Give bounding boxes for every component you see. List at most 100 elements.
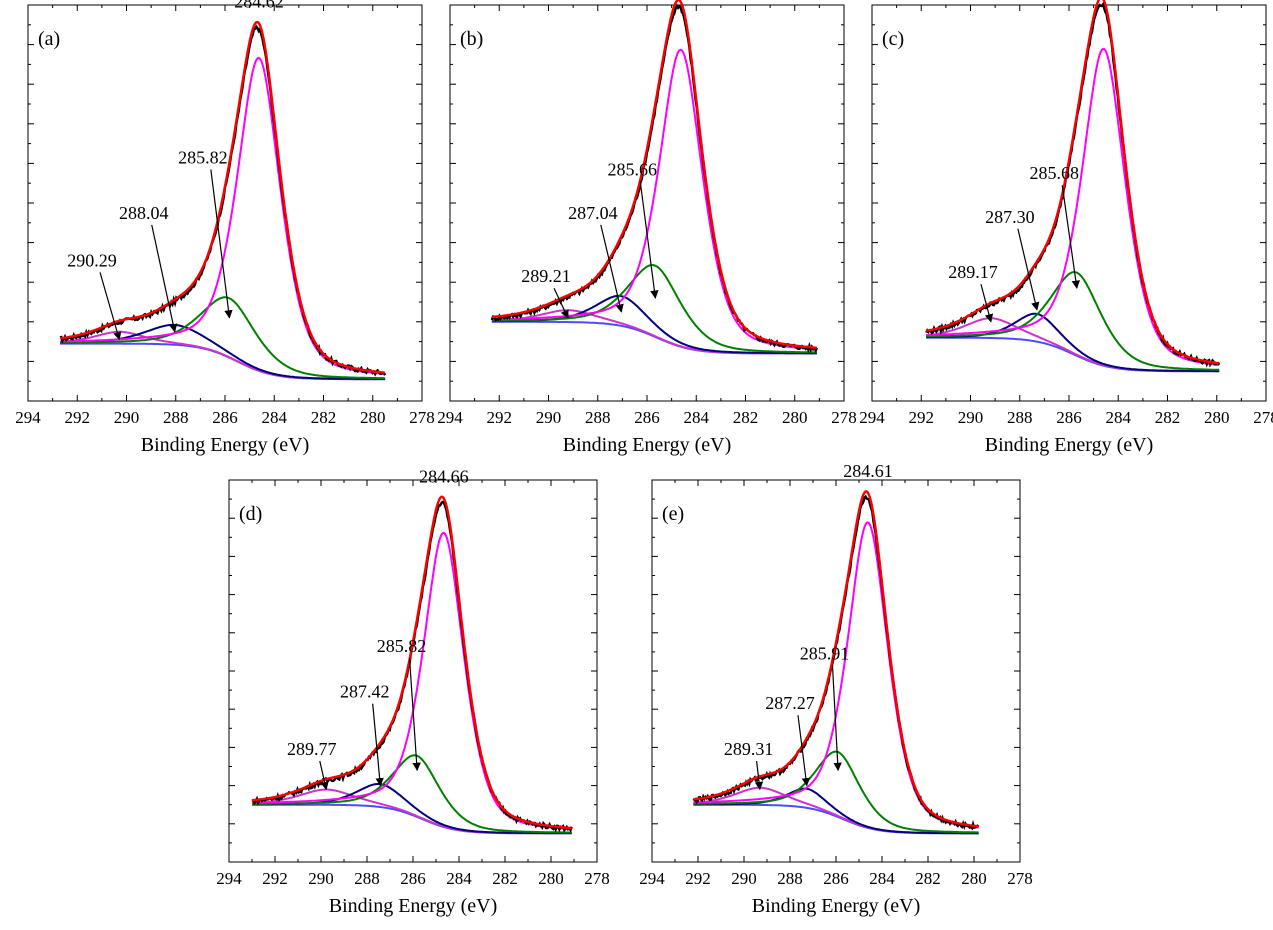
peak-label: 285.68 bbox=[1029, 163, 1079, 183]
x-tick-label: 278 bbox=[1007, 869, 1033, 888]
annotation-arrow bbox=[1061, 185, 1080, 289]
x-tick-label: 278 bbox=[584, 869, 610, 888]
peak-label: 285.82 bbox=[377, 636, 427, 656]
x-tick-label: 294 bbox=[437, 408, 463, 427]
x-tick-label: 292 bbox=[487, 408, 513, 427]
x-tick-label: 282 bbox=[311, 408, 337, 427]
peak-label: 287.04 bbox=[568, 203, 618, 223]
panel-label: (e) bbox=[662, 503, 684, 525]
annotation-arrow bbox=[151, 224, 178, 333]
background-curve bbox=[252, 803, 572, 835]
peak-label: 289.31 bbox=[724, 739, 774, 759]
experimental-curve bbox=[925, 1, 1221, 368]
x-axis: 294 292 290 288 286 284 282 280 278 bbox=[15, 5, 435, 427]
x-axis: 294 292 290 288 286 284 282 280 278 bbox=[216, 480, 610, 888]
peak-label: 285.66 bbox=[607, 159, 657, 179]
peak-label: 287.30 bbox=[985, 207, 1035, 227]
peak-label: 287.27 bbox=[765, 693, 815, 713]
x-tick-label: 282 bbox=[733, 408, 759, 427]
x-tick-label: 288 bbox=[777, 869, 803, 888]
x-tick-label: 292 bbox=[262, 869, 288, 888]
peak-label: 289.77 bbox=[287, 739, 337, 759]
x-axis-label: Binding Energy (eV) bbox=[329, 895, 498, 917]
x-axis: 294 292 290 288 286 284 282 280 278 bbox=[437, 5, 857, 427]
x-tick-label: 282 bbox=[1155, 408, 1181, 427]
panel-label: (a) bbox=[38, 28, 60, 50]
x-tick-label: 280 bbox=[782, 408, 808, 427]
envelope-curve bbox=[491, 0, 817, 349]
x-tick-label: 282 bbox=[492, 869, 518, 888]
background-curve bbox=[491, 320, 817, 355]
peak-label: 285.82 bbox=[178, 147, 228, 167]
x-tick-label: 286 bbox=[1056, 408, 1082, 427]
panel-a: 294 292 290 288 286 284 282 280 278 Binding Energ… bbox=[15, 0, 435, 456]
x-axis-label: Binding Energy (eV) bbox=[563, 434, 732, 456]
x-tick-label: 280 bbox=[538, 869, 564, 888]
component-curve-285.82 bbox=[252, 754, 572, 834]
x-tick-label: 280 bbox=[961, 869, 987, 888]
annotation-arrow bbox=[99, 272, 122, 341]
x-tick-label: 284 bbox=[1106, 408, 1132, 427]
component-curve-285.91 bbox=[693, 750, 979, 834]
annotation-arrow bbox=[372, 703, 384, 787]
x-tick-label: 278 bbox=[409, 408, 435, 427]
panel-b: 294 292 290 288 286 284 282 280 278 Binding Energ… bbox=[437, 0, 857, 456]
panel-d: 294 292 290 288 286 284 282 280 278 Binding Energ… bbox=[216, 466, 610, 917]
x-axis-label: Binding Energy (eV) bbox=[752, 895, 921, 917]
envelope-curve bbox=[693, 490, 979, 828]
annotation-arrow bbox=[210, 169, 233, 319]
peak-label-main: 284.62 bbox=[234, 0, 284, 11]
annotation-arrow bbox=[1017, 228, 1040, 311]
annotation-arrow bbox=[319, 760, 329, 791]
x-tick-label: 294 bbox=[15, 408, 41, 427]
component-curve-284.66 bbox=[252, 531, 572, 831]
x-tick-label: 280 bbox=[1204, 408, 1230, 427]
x-tick-label: 288 bbox=[585, 408, 611, 427]
component-curve-285.68 bbox=[926, 271, 1220, 371]
annotation-arrow bbox=[553, 287, 569, 319]
component-curve-287.04 bbox=[491, 294, 817, 355]
x-tick-label: 278 bbox=[1253, 408, 1273, 427]
x-tick-label: 284 bbox=[684, 408, 710, 427]
panel-label: (c) bbox=[882, 28, 904, 50]
plot-frame bbox=[449, 4, 845, 402]
x-tick-label: 294 bbox=[216, 869, 242, 888]
x-tick-label: 286 bbox=[212, 408, 238, 427]
x-tick-label: 280 bbox=[360, 408, 386, 427]
x-tick-label: 284 bbox=[869, 869, 895, 888]
peak-label: 290.29 bbox=[67, 250, 117, 270]
peak-label: 289.21 bbox=[521, 266, 571, 286]
peak-label: 287.42 bbox=[340, 682, 390, 702]
x-tick-label: 284 bbox=[446, 869, 472, 888]
component-curve-284.62 bbox=[491, 48, 817, 351]
component-curve-287.27 bbox=[693, 787, 979, 835]
experimental-curve bbox=[251, 500, 573, 833]
annotation-arrow bbox=[980, 284, 994, 323]
annotation-arrow bbox=[797, 715, 811, 787]
x-tick-label: 290 bbox=[958, 408, 984, 427]
x-tick-label: 292 bbox=[685, 869, 711, 888]
annotation-arrow bbox=[600, 224, 624, 313]
x-tick-label: 286 bbox=[823, 869, 849, 888]
annotation-arrow bbox=[639, 181, 659, 299]
x-tick-label: 290 bbox=[536, 408, 562, 427]
x-tick-label: 288 bbox=[354, 869, 380, 888]
component-curve-287.3 bbox=[926, 312, 1220, 373]
x-axis-label: Binding Energy (eV) bbox=[141, 434, 310, 456]
panel-c: 294 292 290 288 286 284 282 280 278 Binding Energ… bbox=[859, 0, 1273, 456]
x-tick-label: 288 bbox=[1007, 408, 1033, 427]
x-tick-label: 278 bbox=[831, 408, 857, 427]
panel-label: (b) bbox=[460, 28, 483, 50]
x-tick-label: 292 bbox=[65, 408, 91, 427]
component-curve-289.21 bbox=[491, 309, 817, 355]
panel-e: 294 292 290 288 286 284 282 280 278 Binding Energ… bbox=[639, 461, 1033, 917]
x-tick-label: 290 bbox=[731, 869, 757, 888]
x-axis: 294 292 290 288 286 284 282 280 278 bbox=[639, 480, 1033, 888]
x-tick-label: 286 bbox=[400, 869, 426, 888]
x-tick-label: 282 bbox=[915, 869, 941, 888]
component-curve-284.59 bbox=[926, 47, 1220, 366]
x-axis-label: Binding Energy (eV) bbox=[985, 434, 1154, 456]
peak-label: 289.17 bbox=[948, 262, 998, 282]
annotation-arrow bbox=[754, 760, 764, 791]
